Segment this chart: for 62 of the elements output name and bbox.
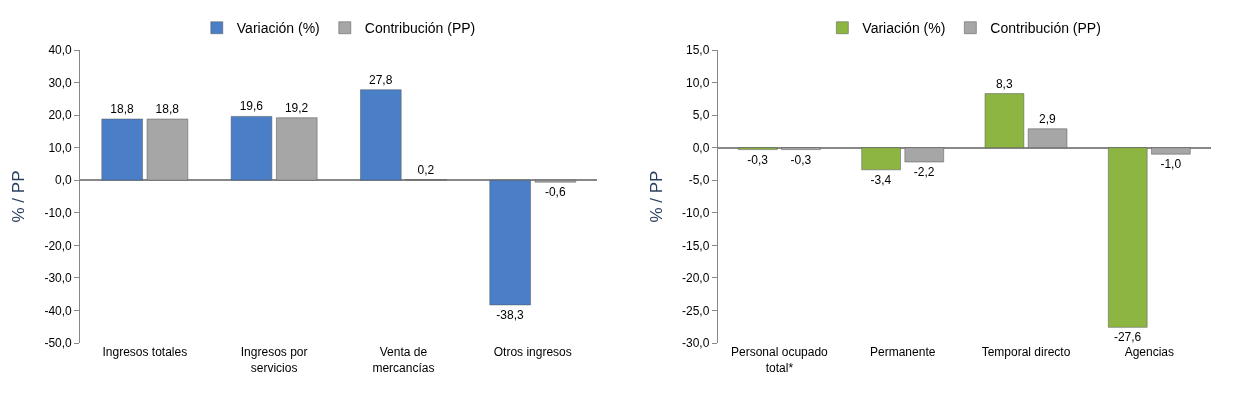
x-tick-label: Personal ocupado total* xyxy=(731,345,829,375)
x-tick-label: Otros ingresos xyxy=(493,345,572,359)
y-tick-label: -30,0 xyxy=(681,336,710,351)
data-label: -0,3 xyxy=(747,152,769,167)
bar xyxy=(360,89,402,181)
y-tick-label: -40,0 xyxy=(44,303,73,318)
data-label: 2,9 xyxy=(1039,111,1057,126)
data-label: 18,8 xyxy=(155,102,180,117)
y-tick-label: 0,0 xyxy=(692,140,710,155)
legend-label: Contribución (PP) xyxy=(990,20,1101,37)
bar xyxy=(276,117,318,181)
data-label: 19,2 xyxy=(284,100,309,115)
data-label: -1,0 xyxy=(1160,157,1182,172)
legend-label: Variación (%) xyxy=(862,20,946,37)
legend-label: Contribución (PP) xyxy=(364,20,476,37)
y-tick-label: 15,0 xyxy=(685,43,710,58)
y-tick-label: 20,0 xyxy=(48,108,73,123)
bar xyxy=(489,179,531,306)
data-label: 19,6 xyxy=(239,99,264,114)
bar xyxy=(861,147,901,171)
y-tick-label: 0,0 xyxy=(55,173,73,188)
y-tick-label: -25,0 xyxy=(681,303,710,318)
y-tick-label: 10,0 xyxy=(48,140,73,155)
y-tick-label: -20,0 xyxy=(44,238,73,253)
bar xyxy=(1108,147,1148,328)
data-label: 18,8 xyxy=(110,102,135,117)
data-label: -27,6 xyxy=(1113,330,1142,345)
y-tick-label: -15,0 xyxy=(681,238,710,253)
x-tick-label: Venta de mercancías xyxy=(372,345,435,375)
bar xyxy=(230,116,273,181)
data-label: -3,4 xyxy=(870,172,892,187)
y-tick-label: 40,0 xyxy=(48,43,73,58)
x-tick-label: Ingresos por servicios xyxy=(240,345,308,375)
y-tick-label: -30,0 xyxy=(44,271,73,286)
data-label: -0,3 xyxy=(790,152,812,167)
y-axis-title: % / PP xyxy=(8,170,28,223)
legend-label: Variación (%) xyxy=(236,20,320,37)
data-label: 8,3 xyxy=(995,76,1013,91)
y-tick-label: 10,0 xyxy=(685,75,710,90)
bar xyxy=(1027,128,1068,148)
bar xyxy=(146,118,189,181)
bar xyxy=(1151,147,1191,155)
bar xyxy=(101,118,143,181)
bar xyxy=(984,93,1025,148)
x-tick-label: Permanente xyxy=(870,345,936,359)
y-tick-label: -10,0 xyxy=(44,205,73,220)
data-label: -38,3 xyxy=(496,307,524,322)
y-tick-label: 5,0 xyxy=(692,108,710,123)
x-tick-label: Temporal directo xyxy=(981,345,1071,359)
data-label: 0,2 xyxy=(417,162,435,177)
data-label: 27,8 xyxy=(368,72,393,87)
y-axis-title: % / PP xyxy=(646,170,666,223)
y-tick-label: -50,0 xyxy=(44,336,73,351)
x-tick-label: Ingresos totales xyxy=(102,345,188,359)
data-label: -0,6 xyxy=(544,185,566,200)
y-tick-label: -5,0 xyxy=(688,173,710,188)
y-tick-label: -10,0 xyxy=(681,205,710,220)
bar xyxy=(904,147,944,163)
y-tick-label: 30,0 xyxy=(48,75,73,90)
data-label: -2,2 xyxy=(913,164,935,179)
x-tick-label: Agencias xyxy=(1124,345,1175,359)
y-tick-label: -20,0 xyxy=(681,271,710,286)
